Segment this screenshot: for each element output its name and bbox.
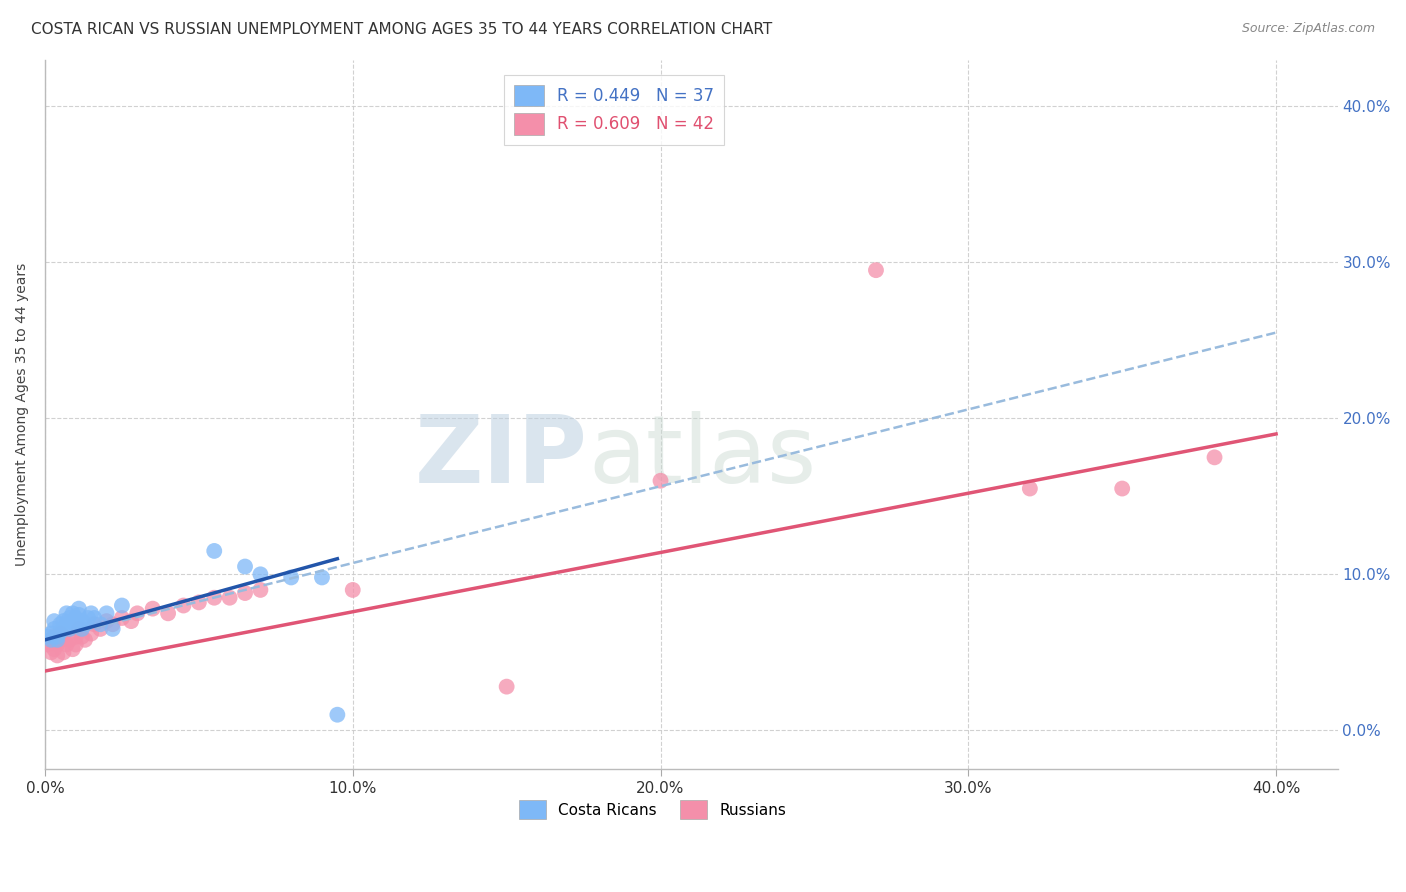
Point (39, 626, 62, 640)
Point (83, 617, 105, 632)
Point (65, 630, 87, 644)
Point (70, 622, 93, 636)
Point (311, 570, 333, 584)
Legend: Costa Ricans, Russians: Costa Ricans, Russians (512, 794, 793, 825)
Point (44, 622, 66, 636)
Point (101, 617, 124, 632)
Point (58, 611, 80, 625)
Point (46, 648, 69, 663)
Point (80, 626, 103, 640)
Point (67, 622, 90, 636)
Point (67, 607, 90, 622)
Point (142, 601, 165, 615)
Point (49, 626, 72, 640)
Point (44, 642, 66, 657)
Text: Source: ZipAtlas.com: Source: ZipAtlas.com (1241, 22, 1375, 36)
Point (37, 638, 59, 652)
Point (233, 559, 256, 574)
Point (58, 632, 80, 647)
Point (62, 642, 84, 657)
Point (55, 617, 77, 632)
Point (1204, 450, 1226, 465)
Point (46, 638, 69, 652)
Point (187, 595, 209, 609)
Point (37, 630, 59, 644)
Point (650, 474, 672, 488)
Point (49, 632, 72, 647)
Point (202, 591, 225, 605)
Point (249, 567, 271, 582)
Point (73, 617, 96, 632)
Point (70, 614, 93, 628)
Point (1111, 482, 1133, 496)
Point (73, 632, 96, 647)
Point (80, 607, 103, 621)
Point (39, 632, 62, 647)
Point (342, 582, 364, 597)
Point (77, 611, 100, 625)
Point (326, 707, 349, 722)
Point (127, 607, 149, 621)
Point (111, 611, 134, 625)
Point (1018, 482, 1040, 496)
Point (202, 544, 225, 558)
Point (44, 614, 66, 628)
Point (96, 614, 118, 628)
Point (218, 591, 240, 605)
Point (49, 617, 72, 632)
Point (62, 607, 84, 621)
Point (52, 630, 75, 644)
Point (65, 617, 87, 632)
Point (280, 570, 302, 584)
Point (46, 630, 69, 644)
Point (55, 607, 77, 621)
Point (865, 263, 887, 277)
Point (58, 622, 80, 636)
Text: atlas: atlas (588, 411, 815, 503)
Point (111, 599, 134, 613)
Point (495, 680, 517, 694)
Point (55, 638, 77, 652)
Text: COSTA RICAN VS RUSSIAN UNEMPLOYMENT AMONG AGES 35 TO 44 YEARS CORRELATION CHART: COSTA RICAN VS RUSSIAN UNEMPLOYMENT AMON… (31, 22, 772, 37)
Point (233, 586, 256, 600)
Point (52, 622, 75, 636)
Text: ZIP: ZIP (415, 411, 588, 503)
Point (39, 632, 62, 647)
Point (46, 632, 69, 647)
Y-axis label: Unemployment Among Ages 35 to 44 years: Unemployment Among Ages 35 to 44 years (15, 263, 30, 566)
Point (62, 614, 84, 628)
Point (249, 582, 271, 597)
Point (49, 625, 72, 640)
Point (120, 614, 142, 628)
Point (52, 614, 75, 628)
Point (172, 599, 194, 613)
Point (52, 645, 75, 659)
Point (89, 617, 111, 632)
Point (96, 607, 118, 621)
Point (157, 607, 180, 621)
Point (70, 630, 93, 644)
Point (39, 645, 62, 659)
Point (101, 622, 124, 636)
Point (65, 611, 87, 625)
Point (83, 611, 105, 625)
Point (67, 601, 90, 615)
Point (44, 630, 66, 644)
Point (89, 622, 111, 636)
Point (65, 638, 87, 652)
